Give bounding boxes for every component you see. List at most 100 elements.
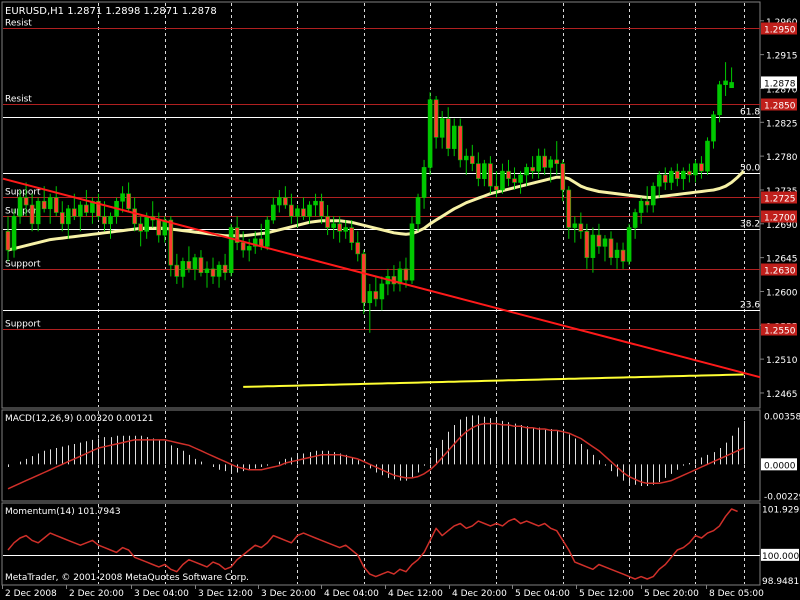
candle [723,62,728,96]
time-tick-label: 3 Dec 04:00 [134,589,189,599]
candle [337,216,342,243]
candle-body [313,200,318,206]
macd-signal-line [7,422,745,490]
macd-pane[interactable]: 0.00358 0.0000 -0.00229 MACD(12,26,9) 0.00… [1,409,800,502]
candle-body [301,208,306,217]
candle [602,235,608,262]
candle [264,216,270,251]
candle [729,67,734,89]
candle-body [488,163,493,187]
candle-body [409,223,415,281]
candle [536,148,541,179]
candle [84,189,89,217]
candle-body [397,268,403,285]
candle-body [66,208,71,225]
candle [11,208,17,258]
candle [608,231,614,266]
candle [409,216,415,284]
candle [590,227,596,273]
candle [512,167,517,190]
momentum-pane[interactable]: 101.9295 100.0000 98.9481 Momentum(14) 101… [1,502,800,587]
candle-body [638,200,644,213]
candle [620,242,626,269]
candle [421,159,427,209]
candle [638,197,644,224]
momentum-axis: 101.9295 100.0000 98.9481 [761,505,800,587]
candle-body [23,197,29,206]
candle-body [681,170,686,179]
level-price-box [761,98,797,111]
candle [204,261,210,288]
candle [23,182,29,217]
level-price-label: 1.2850 [764,102,796,112]
price-pane[interactable]: Resist Resist Support Support Support Support… [1,1,798,409]
slow-ma-line [243,373,744,388]
candle [433,95,439,149]
trendline-line[interactable] [2,177,761,379]
candle [295,205,300,228]
current-price-label: 1.2878 [764,79,796,89]
candle [717,80,722,123]
candle [584,223,590,269]
candle-body [379,283,385,300]
candle [222,253,228,281]
candle-body [482,163,487,179]
candle-body [180,261,186,277]
time-tick-label: 5 Dec 20:00 [644,589,699,599]
price-tick-label: 1.2600 [766,288,798,298]
candle-body [717,84,722,116]
price-tick-label: 1.2915 [766,52,798,62]
price-tick-label: 1.2510 [766,356,798,366]
candle-body [277,197,282,206]
level-price-box [761,263,797,276]
price-tick-label: 1.2465 [766,390,798,400]
candle [271,197,276,224]
candle-body [295,208,300,217]
candle-body [29,204,35,225]
candle-body [102,215,107,225]
candle [711,111,716,149]
candle [439,111,445,149]
candle [379,276,385,311]
candle-body [687,170,692,176]
candle [138,216,143,247]
trendline[interactable] [2,177,761,379]
candle-body [608,238,614,258]
price-tick-label: 1.2690 [766,221,798,231]
candle-body [240,242,246,251]
level-label: Support [5,207,41,217]
candle-body [578,223,584,232]
candle [289,193,294,224]
candle [96,193,101,221]
candle-body [457,125,463,161]
candle-body [476,163,481,179]
time-tick-label: 2 Dec 2008 [5,589,57,599]
slow-moving-average [243,373,744,388]
macd-tick-label: -0.00229 [764,492,800,502]
macd-title: MACD(12,26,9) 0.00320 0.00121 [5,414,154,424]
candle [506,159,511,187]
candle-body [656,174,662,187]
candle-body [626,227,632,262]
candle [675,163,680,187]
candle-body [590,234,596,258]
candle-body [343,227,348,232]
level-label: Resist [5,19,32,29]
candle-body [536,155,541,172]
candle-body [614,249,620,258]
momentum-tick-label: 98.9481 [762,577,799,587]
candle [301,197,306,221]
candle [5,216,11,262]
candle-body [84,204,89,213]
candle [572,216,578,243]
candle [108,212,113,239]
macd-tick-label: 0.00358 [764,413,800,423]
candle [35,197,41,232]
time-tick-label: 5 Dec 04:00 [515,589,570,599]
candle-body [433,99,439,138]
candle [693,159,698,183]
candle-body [349,227,355,243]
candle [596,223,602,254]
